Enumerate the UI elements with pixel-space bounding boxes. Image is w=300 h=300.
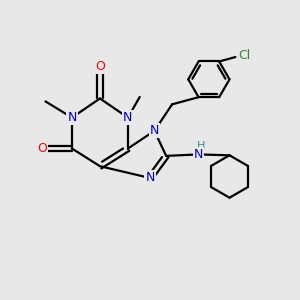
- Text: H: H: [197, 141, 206, 151]
- Text: N: N: [150, 124, 159, 137]
- Text: N: N: [194, 148, 203, 161]
- Text: O: O: [38, 142, 47, 155]
- Text: Cl: Cl: [238, 49, 250, 62]
- Text: N: N: [123, 111, 133, 124]
- Text: O: O: [95, 60, 105, 73]
- Text: N: N: [145, 172, 155, 184]
- Text: N: N: [67, 111, 77, 124]
